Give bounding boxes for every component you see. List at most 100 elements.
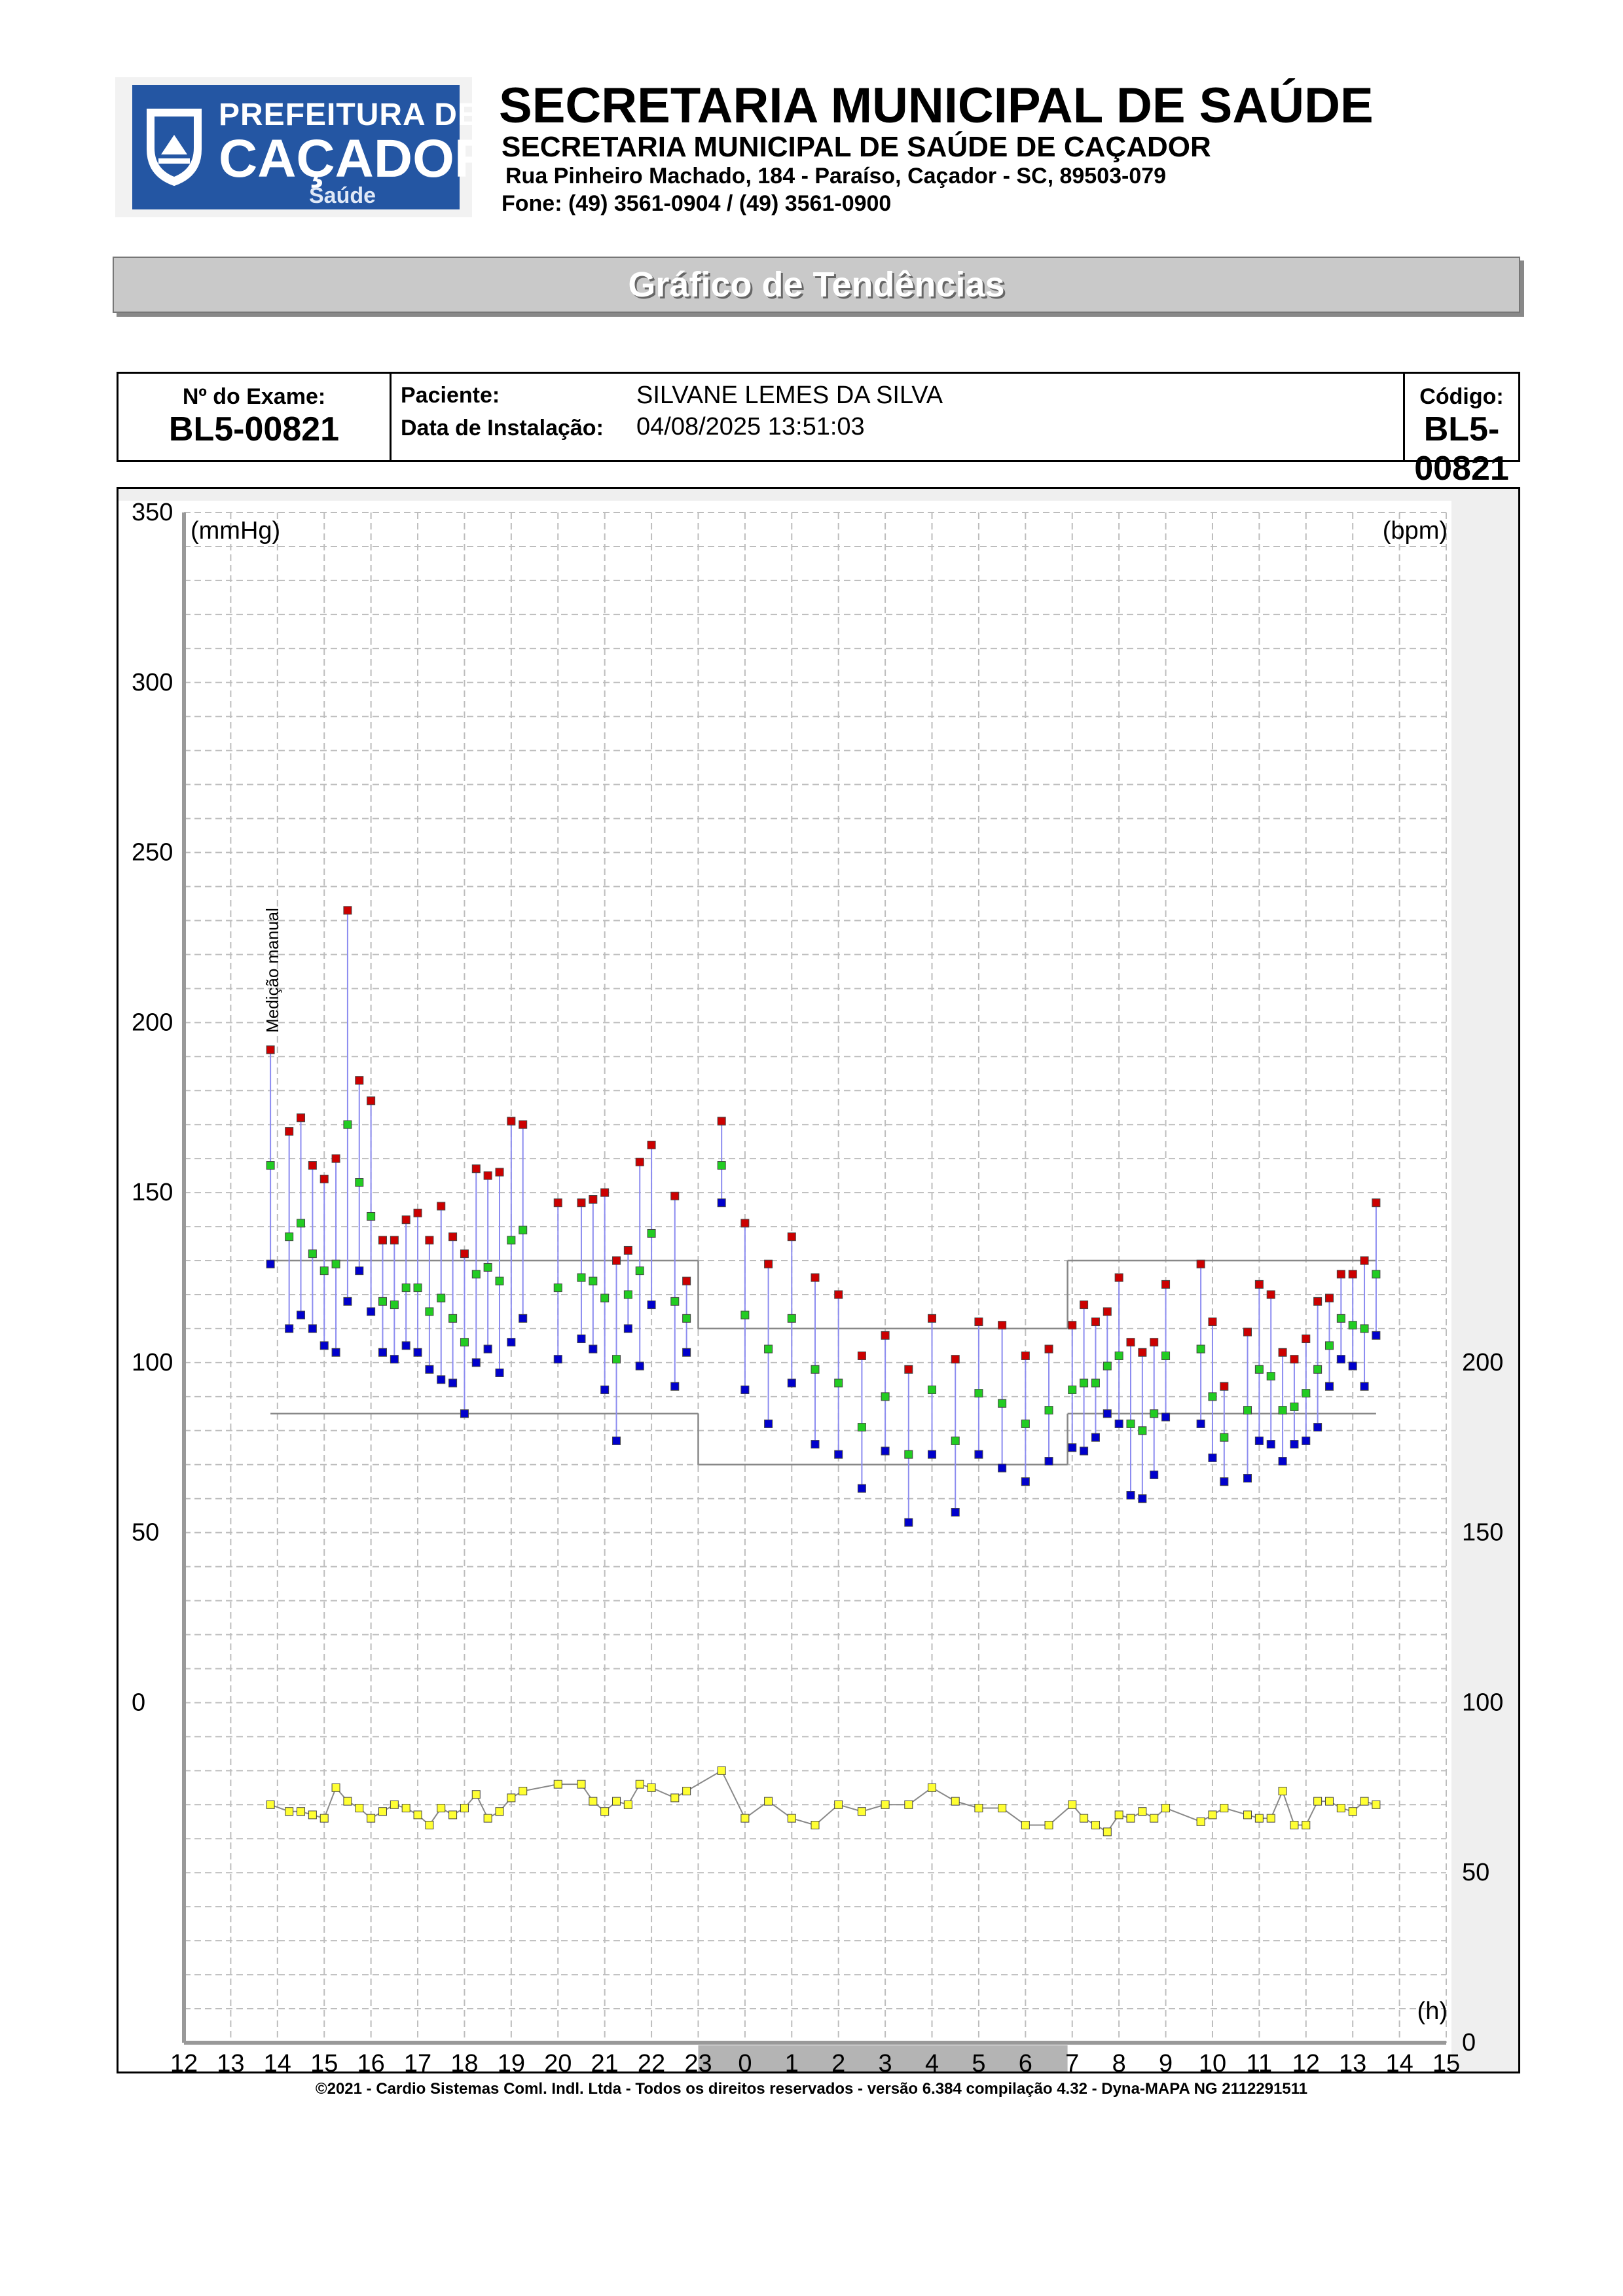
- systolic-point: [519, 1120, 528, 1129]
- diastolic-point: [355, 1266, 364, 1276]
- mean-point: [1348, 1321, 1357, 1330]
- right-tick-label: 100: [1462, 1689, 1503, 1716]
- mean-point: [343, 1120, 352, 1129]
- left-tick-label: 300: [132, 669, 173, 696]
- systolic-point: [483, 1171, 492, 1180]
- diastolic-point: [285, 1324, 294, 1333]
- mean-point: [471, 1270, 481, 1279]
- left-tick-label: 250: [132, 839, 173, 867]
- mean-point: [1220, 1433, 1229, 1442]
- diastolic-point: [425, 1365, 434, 1374]
- x-tick-label: 3: [879, 2050, 892, 2072]
- heart-rate-point: [343, 1797, 352, 1806]
- heart-rate-point: [553, 1780, 562, 1789]
- code-cell: Código: BL5-00821: [1405, 374, 1518, 488]
- page-subtitle: SECRETARIA MUNICIPAL DE SAÚDE DE CAÇADOR: [501, 131, 1211, 163]
- systolic-point: [857, 1351, 866, 1360]
- diastolic-point: [998, 1463, 1007, 1473]
- x-tick-label: 7: [1065, 2050, 1079, 2072]
- mean-point: [1313, 1365, 1322, 1374]
- systolic-point: [904, 1365, 913, 1374]
- diastolic-point: [1021, 1477, 1030, 1486]
- heart-rate-point: [998, 1804, 1007, 1813]
- mean-point: [647, 1229, 656, 1238]
- mean-point: [612, 1355, 621, 1364]
- systolic-point: [787, 1232, 796, 1242]
- systolic-point: [448, 1232, 458, 1242]
- heart-rate-point: [612, 1797, 621, 1806]
- systolic-point: [308, 1161, 317, 1170]
- heart-rate-point: [670, 1793, 680, 1803]
- mean-point: [319, 1266, 329, 1276]
- city-crest-icon: [147, 109, 202, 187]
- systolic-point: [623, 1246, 632, 1255]
- diastolic-point: [1114, 1419, 1123, 1428]
- diastolic-point: [717, 1198, 726, 1208]
- x-tick-label: 0: [738, 2050, 752, 2072]
- systolic-point: [600, 1188, 610, 1197]
- mean-point: [834, 1378, 843, 1388]
- systolic-point: [1336, 1270, 1345, 1279]
- diastolic-point: [764, 1419, 773, 1428]
- mean-point: [623, 1290, 632, 1299]
- diastolic-point: [834, 1450, 843, 1459]
- mean-point: [1302, 1389, 1311, 1398]
- systolic-point: [998, 1321, 1007, 1330]
- heart-rate-point: [1138, 1807, 1147, 1816]
- heart-rate-point: [951, 1797, 960, 1806]
- systolic-point: [390, 1236, 399, 1245]
- systolic-point: [717, 1117, 726, 1126]
- mean-point: [1196, 1344, 1205, 1354]
- x-tick-label: 13: [217, 2050, 244, 2072]
- systolic-point: [343, 906, 352, 915]
- install-date: 04/08/2025 13:51:03: [636, 413, 865, 440]
- systolic-point: [1080, 1300, 1089, 1310]
- trend-chart-box: 12 13 14 15 16 17 18 19 20 21 22 23 0 1 2 3 4 5 6 7 8 9 10 11 12…: [117, 487, 1520, 2078]
- x-tick-label: 17: [404, 2050, 431, 2072]
- heart-rate-point: [285, 1807, 294, 1816]
- heart-rate-point: [390, 1800, 399, 1809]
- mean-point: [600, 1293, 610, 1302]
- x-tick-label: 18: [450, 2050, 478, 2072]
- patient-cell: Paciente: SILVANE LEMES DA SILVA Data de…: [392, 374, 1405, 460]
- diastolic-point: [1150, 1470, 1159, 1479]
- diastolic-point: [1290, 1440, 1299, 1449]
- systolic-point: [266, 1045, 275, 1054]
- systolic-point: [1150, 1338, 1159, 1347]
- heart-rate-point: [1266, 1814, 1275, 1823]
- heart-rate-point: [635, 1780, 644, 1789]
- systolic-point: [682, 1276, 691, 1285]
- diastolic-point: [1336, 1355, 1345, 1364]
- diastolic-point: [495, 1368, 504, 1377]
- mean-point: [787, 1314, 796, 1323]
- mean-point: [928, 1385, 937, 1394]
- chart-top-margin: [119, 489, 1518, 501]
- systolic-point: [1278, 1348, 1287, 1357]
- mean-point: [1021, 1419, 1030, 1428]
- heart-rate-point: [437, 1804, 446, 1813]
- diastolic-point: [951, 1507, 960, 1516]
- diastolic-point: [1348, 1361, 1357, 1371]
- x-tick-label: 19: [498, 2050, 525, 2072]
- mean-point: [378, 1297, 387, 1306]
- mean-point: [635, 1266, 644, 1276]
- left-tick-label: 50: [132, 1519, 159, 1547]
- systolic-point: [1103, 1307, 1112, 1316]
- systolic-point: [1196, 1259, 1205, 1268]
- diastolic-point: [881, 1446, 890, 1456]
- logo-line-1: PREFEITURA DE: [219, 98, 479, 132]
- right-tick-label: 200: [1462, 1349, 1503, 1376]
- heart-rate-point: [1254, 1814, 1264, 1823]
- systolic-point: [553, 1198, 562, 1208]
- heart-rate-point: [717, 1766, 726, 1775]
- mean-point: [1161, 1351, 1171, 1360]
- heart-rate-point: [1044, 1820, 1053, 1829]
- systolic-point: [355, 1076, 364, 1085]
- heart-rate-point: [834, 1800, 843, 1809]
- right-tick-label: 150: [1462, 1519, 1503, 1547]
- systolic-point: [974, 1318, 983, 1327]
- heart-rate-point: [297, 1807, 306, 1816]
- systolic-point: [1254, 1280, 1264, 1289]
- diastolic-point: [1126, 1491, 1135, 1500]
- diastolic-point: [740, 1385, 750, 1394]
